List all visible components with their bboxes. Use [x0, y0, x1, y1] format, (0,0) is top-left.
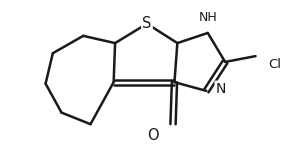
Text: S: S — [142, 16, 152, 31]
Text: Cl: Cl — [268, 58, 281, 71]
Text: N: N — [216, 82, 226, 96]
Text: O: O — [147, 128, 159, 143]
Text: NH: NH — [198, 11, 217, 24]
